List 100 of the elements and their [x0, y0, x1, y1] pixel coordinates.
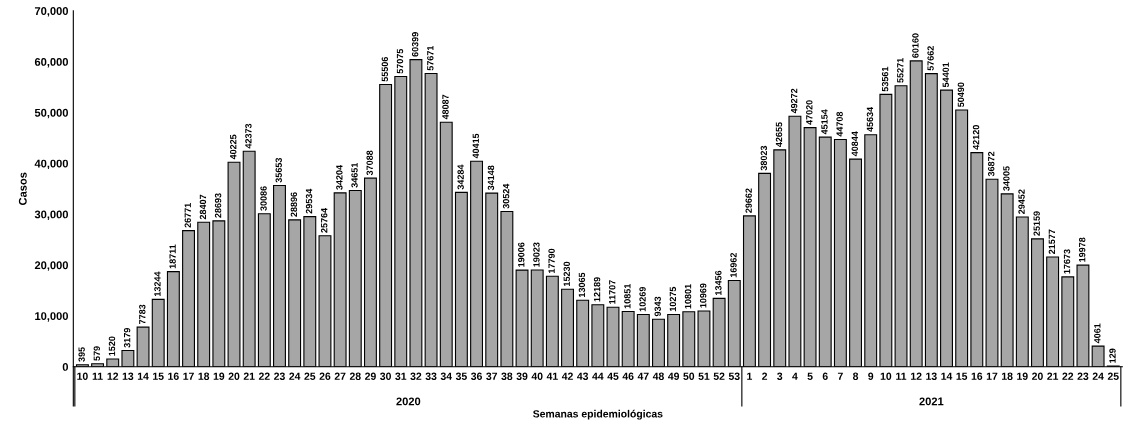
x-tick-label: 7 — [837, 372, 843, 380]
data-label: 29534 — [305, 188, 313, 214]
x-tick-label: 8 — [852, 372, 859, 380]
x-tick-label: 10 — [77, 372, 88, 380]
x-tick-label: 26 — [319, 372, 331, 380]
x-tick-label: 44 — [592, 372, 604, 380]
x-tick-label: 34 — [440, 372, 452, 380]
x-tick-label: 21 — [243, 372, 255, 380]
y-tick-label: 30,000 — [34, 210, 69, 220]
y-axis-title: Casos — [18, 172, 27, 206]
x-tick-label: 37 — [486, 372, 498, 380]
y-tick-label: 70,000 — [34, 7, 69, 17]
data-label: 34005 — [1003, 166, 1010, 191]
x-tick-label: 4 — [792, 372, 798, 380]
x-tick-label: 50 — [683, 372, 695, 380]
data-label: 38023 — [760, 145, 768, 171]
x-tick-label: 51 — [698, 372, 710, 380]
y-tick-label: 40,000 — [34, 159, 69, 170]
data-label: 13456 — [715, 270, 722, 295]
data-label: 34284 — [457, 164, 464, 190]
x-tick-label: 29 — [365, 372, 376, 380]
data-label: 30086 — [260, 186, 267, 211]
x-tick-label: 10 — [880, 372, 892, 380]
x-tick-label: 20 — [228, 372, 240, 380]
x-tick-label: 27 — [334, 372, 346, 380]
text: 2021 — [919, 397, 944, 406]
data-label: 42373 — [245, 123, 252, 149]
data-label: 10269 — [639, 286, 646, 312]
data-label: 9343 — [654, 296, 661, 317]
x-tick-label: 2 — [762, 372, 768, 380]
x-tick-label: 11 — [896, 372, 907, 380]
data-label: 17673 — [1063, 249, 1071, 274]
data-label: 57075 — [396, 48, 404, 74]
data-label: 47020 — [806, 100, 813, 125]
x-tick-label: 52 — [713, 372, 725, 380]
x-tick-label: 38 — [501, 372, 513, 380]
x-tick-label: 53 — [728, 372, 740, 380]
data-label: 34651 — [351, 162, 358, 188]
data-label: 10851 — [624, 283, 631, 309]
x-tick-label: 21 — [1047, 372, 1059, 380]
data-label: 19978 — [1078, 237, 1086, 262]
data-label: 42655 — [775, 122, 783, 147]
data-label: 49272 — [790, 88, 798, 114]
data-label: 7783 — [139, 304, 146, 324]
data-label: 3179 — [123, 328, 131, 348]
data-label: 28407 — [199, 194, 207, 220]
x-tick-label: 15 — [153, 372, 164, 380]
x-tick-label: 19 — [1017, 372, 1028, 380]
data-label: 19006 — [518, 242, 525, 267]
x-tick-label: 3 — [777, 372, 783, 380]
x-tick-label: 16 — [971, 372, 983, 380]
x-tick-label: 22 — [1062, 372, 1074, 380]
x-tick-label: 15 — [956, 372, 968, 380]
data-label: 55506 — [381, 56, 389, 82]
data-label: 29452 — [1018, 189, 1025, 214]
x-tick-label: 23 — [274, 372, 285, 380]
x-tick-label: 12 — [107, 372, 119, 380]
data-label: 34204 — [336, 165, 343, 190]
data-label: 29662 — [745, 188, 752, 213]
data-label: 57671 — [427, 45, 434, 71]
x-tick-label: 47 — [637, 372, 649, 380]
x-tick-label: 25 — [1107, 372, 1119, 380]
x-tick-label: 31 — [395, 372, 407, 380]
x-tick-label: 18 — [1002, 372, 1013, 380]
data-label: 35653 — [275, 157, 282, 183]
data-label: 45634 — [866, 106, 874, 132]
data-label: 40225 — [230, 134, 237, 160]
data-label: 54401 — [942, 62, 949, 88]
data-label: 57662 — [927, 46, 934, 71]
data-label: 25764 — [321, 207, 328, 233]
data-label: 10275 — [669, 286, 677, 312]
data-label: 53561 — [881, 66, 889, 92]
x-tick-label: 12 — [911, 372, 922, 380]
x-tick-label: 20 — [1032, 372, 1043, 380]
data-label: 12189 — [593, 277, 601, 302]
data-label: 42120 — [972, 125, 980, 150]
x-tick-label: 28 — [349, 372, 361, 380]
data-label: 17790 — [548, 248, 555, 273]
data-label: 50490 — [957, 82, 965, 107]
data-label: 15230 — [563, 261, 570, 286]
x-tick-label: 17 — [183, 372, 194, 380]
y-tick-label: 10,000 — [35, 312, 69, 322]
x-tick-label: 24 — [289, 372, 301, 380]
x-tick-label: 33 — [425, 372, 437, 380]
x-tick-label: 45 — [607, 372, 619, 380]
data-label: 28896 — [290, 192, 298, 217]
x-tick-label: 19 — [213, 372, 225, 380]
x-tick-label: 14 — [137, 372, 149, 380]
x-tick-label: 42 — [561, 372, 573, 380]
x-tick-label: 43 — [577, 372, 589, 380]
x-tick-label: 30 — [380, 372, 391, 380]
x-tick-label: 6 — [822, 372, 828, 380]
data-label: 48087 — [442, 94, 449, 120]
x-tick-label: 46 — [622, 372, 634, 380]
x-tick-label: 22 — [258, 372, 270, 380]
data-label: 60399 — [411, 32, 419, 57]
data-label: 10801 — [684, 284, 692, 309]
data-label: 28693 — [214, 193, 222, 218]
data-label: 45154 — [821, 109, 828, 135]
x-tick-label: 17 — [986, 372, 998, 380]
